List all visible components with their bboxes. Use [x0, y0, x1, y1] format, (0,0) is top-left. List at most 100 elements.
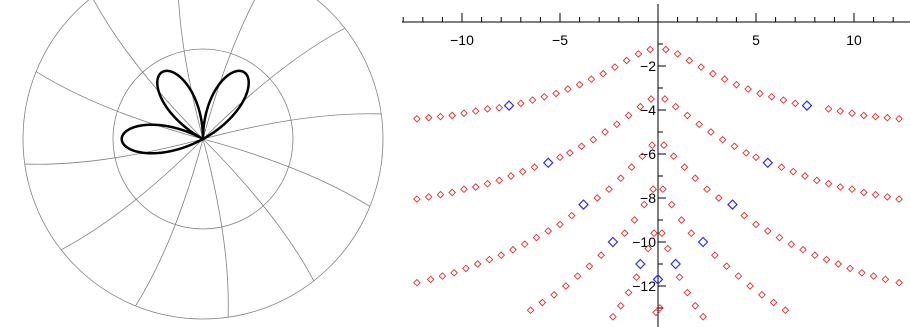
data-point	[526, 306, 535, 315]
data-point	[507, 172, 515, 180]
x-tick-label: 5	[752, 32, 760, 48]
data-point	[720, 75, 729, 84]
polar-grid-radial-6	[35, 71, 204, 140]
data-point	[691, 301, 700, 310]
data-point	[752, 220, 760, 229]
data-point	[799, 245, 807, 254]
data-point	[648, 141, 656, 150]
data-point	[703, 185, 711, 194]
data-point	[495, 176, 504, 185]
data-point	[789, 167, 798, 176]
data-point	[601, 128, 609, 136]
data-point	[567, 211, 576, 220]
data-point	[624, 111, 633, 120]
data-point	[460, 185, 468, 194]
axes: −10 −5 5 10−2−4−6−8−10−12	[402, 4, 910, 327]
data-point	[791, 99, 800, 108]
data-point	[518, 167, 527, 176]
data-point	[646, 45, 654, 54]
data-point	[670, 258, 681, 270]
data-point	[691, 174, 700, 183]
data-point	[520, 240, 529, 249]
data-point	[599, 69, 607, 78]
data-point	[632, 273, 641, 282]
data-point	[742, 149, 751, 157]
data-point	[718, 135, 727, 144]
data-point	[881, 275, 890, 284]
data-point	[413, 195, 421, 203]
data-point	[740, 211, 749, 220]
data-point	[460, 109, 468, 118]
data-point	[483, 179, 492, 188]
data-point	[669, 152, 678, 161]
data-point	[869, 272, 878, 280]
data-point	[652, 274, 664, 285]
data-point	[895, 195, 903, 203]
data-point	[605, 185, 613, 194]
data-point	[895, 114, 903, 123]
data-point	[573, 272, 582, 280]
data-point	[711, 251, 719, 260]
data-point	[763, 227, 772, 235]
data-point	[667, 200, 676, 209]
data-point	[516, 99, 525, 108]
data-point	[413, 114, 421, 123]
data-point	[448, 111, 457, 120]
data-point	[532, 233, 541, 242]
x-tick-label: −10	[450, 32, 474, 48]
data-point	[644, 244, 653, 253]
data-point	[675, 273, 684, 282]
polar-curve	[120, 69, 250, 155]
data-point	[859, 188, 868, 197]
data-point	[775, 233, 784, 242]
data-point	[677, 216, 686, 224]
data-point	[471, 107, 480, 115]
polar-grid-radial-11	[202, 138, 315, 282]
data-point	[627, 163, 636, 172]
data-point	[620, 229, 629, 238]
data-point	[859, 111, 868, 120]
data-point	[616, 301, 625, 310]
series-2	[503, 100, 813, 285]
data-point	[436, 190, 445, 199]
data-point	[647, 95, 655, 103]
polar-grid-radial-2	[202, 27, 346, 140]
data-point	[630, 216, 639, 224]
data-point	[883, 193, 892, 201]
data-point	[485, 255, 494, 264]
data-point	[530, 163, 539, 172]
data-point	[709, 69, 717, 78]
data-point	[663, 244, 672, 253]
data-point	[697, 63, 705, 71]
y-tick-label: −4	[640, 102, 656, 118]
data-point	[564, 85, 572, 93]
data-point	[473, 260, 482, 268]
data-point	[609, 312, 617, 321]
data-point	[762, 157, 774, 169]
data-point	[744, 85, 752, 93]
data-point	[659, 185, 667, 194]
data-point	[450, 268, 458, 277]
data-point	[577, 142, 586, 151]
data-point	[636, 102, 645, 111]
polar-grid-radial-3	[202, 0, 256, 140]
data-point	[497, 251, 506, 260]
data-point	[871, 190, 880, 199]
data-point	[593, 194, 602, 202]
data-point	[722, 262, 731, 271]
y-ticks	[658, 43, 666, 309]
data-point	[597, 251, 605, 260]
data-point	[634, 50, 643, 58]
polar-grid-radial-4	[178, 0, 204, 140]
data-point	[883, 113, 892, 122]
data-point	[624, 288, 633, 297]
data-point	[544, 227, 553, 235]
data-point	[424, 193, 433, 201]
data-point	[622, 56, 631, 65]
data-point	[871, 112, 880, 121]
polar-grid-radial-5	[93, 0, 204, 140]
data-point	[658, 229, 666, 238]
data-point	[635, 258, 646, 270]
data-point	[834, 260, 843, 268]
